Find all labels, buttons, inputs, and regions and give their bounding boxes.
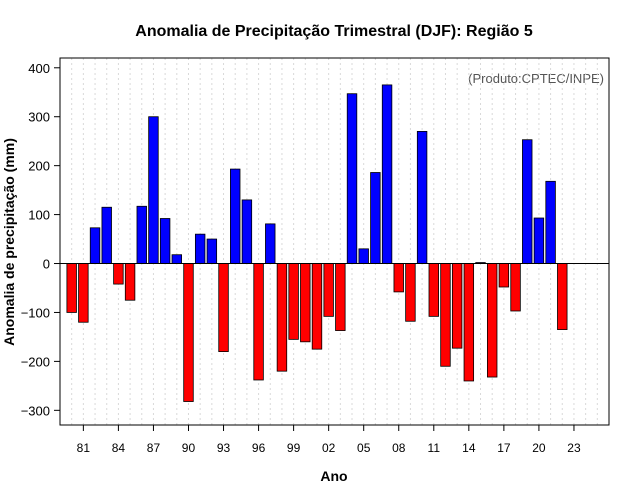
bars-group (66, 84, 568, 402)
bar-2017 (498, 263, 510, 288)
bar-1992 (206, 238, 218, 264)
bar-1984 (113, 263, 124, 285)
bar-2014 (463, 263, 475, 382)
bar-2006 (370, 172, 381, 264)
bar-2011 (428, 263, 439, 317)
x-tick-label: 84 (112, 441, 126, 455)
y-tick-label: 300 (28, 110, 50, 125)
bar-1980 (66, 263, 77, 313)
bar-2013 (451, 263, 463, 349)
bar-2000 (300, 263, 311, 343)
y-tick-label: −300 (21, 403, 50, 418)
x-tick-label: 05 (357, 441, 371, 455)
y-tick-label: −100 (21, 305, 50, 320)
bar-2019 (522, 139, 533, 264)
bar-1991 (194, 233, 206, 264)
y-tick-label: −200 (21, 354, 50, 369)
bar-2012 (440, 263, 451, 367)
x-tick-label: 93 (217, 441, 231, 455)
bar-1990 (183, 263, 194, 402)
x-tick-label: 87 (147, 441, 161, 455)
x-tick-label: 14 (462, 441, 476, 455)
chart-credit: (Produto:CPTEC/INPE) (468, 71, 604, 86)
x-tick-label: 99 (287, 441, 301, 455)
x-tick-label: 96 (252, 441, 266, 455)
bar-1994 (230, 168, 241, 264)
y-tick-label: 100 (28, 208, 50, 223)
bar-1985 (124, 263, 136, 301)
bar-1997 (265, 223, 276, 264)
y-tick-label: 200 (28, 159, 50, 174)
plot-frame (59, 57, 610, 426)
bar-1983 (101, 206, 112, 264)
bar-1996 (253, 263, 264, 381)
x-tick-label: 20 (532, 441, 546, 455)
x-axis-label: Ano (320, 468, 347, 484)
bar-1998 (276, 263, 288, 372)
y-tick-label: 0 (43, 257, 50, 272)
y-axis: −300 −200 −100 0 100 200 300 400 (21, 61, 60, 418)
bar-2020 (533, 217, 545, 264)
bar-2004 (346, 93, 358, 264)
x-tick-label: 23 (567, 441, 581, 455)
bar-2010 (416, 130, 428, 264)
x-tick-label: 81 (77, 441, 91, 455)
bar-1982 (89, 227, 101, 264)
bar-1988 (159, 218, 171, 264)
chart-title: Anomalia de Precipitação Trimestral (DJF… (135, 23, 533, 40)
bar-2002 (323, 263, 334, 317)
bar-1995 (241, 199, 253, 264)
bar-2022 (557, 263, 568, 330)
x-tick-label: 90 (182, 441, 196, 455)
y-axis-label: Anomalia de precipitação (mm) (1, 138, 17, 346)
x-tick-label: 17 (497, 441, 511, 455)
bar-1993 (218, 263, 229, 352)
bar-1986 (136, 205, 147, 264)
bar-2005 (358, 248, 369, 264)
y-tick-label: 400 (28, 61, 50, 76)
bar-1989 (171, 254, 182, 264)
bar-2018 (510, 263, 521, 312)
bar-1999 (288, 263, 299, 340)
bar-1987 (148, 116, 159, 264)
bar-2021 (545, 180, 556, 264)
x-tick-label: 11 (428, 441, 441, 455)
bar-2009 (405, 263, 416, 322)
vertical-gridlines (59, 58, 610, 425)
bar-2003 (335, 263, 346, 331)
x-tick-label: 02 (322, 441, 336, 455)
bar-1981 (78, 263, 89, 323)
bar-2008 (393, 263, 404, 293)
x-axis: 81 84 87 90 93 96 99 02 05 08 11 14 17 20 23 (77, 425, 581, 455)
x-tick-label: 08 (392, 441, 406, 455)
bar-2007 (381, 84, 393, 264)
bar-2016 (487, 263, 498, 378)
bar-2001 (311, 263, 323, 350)
